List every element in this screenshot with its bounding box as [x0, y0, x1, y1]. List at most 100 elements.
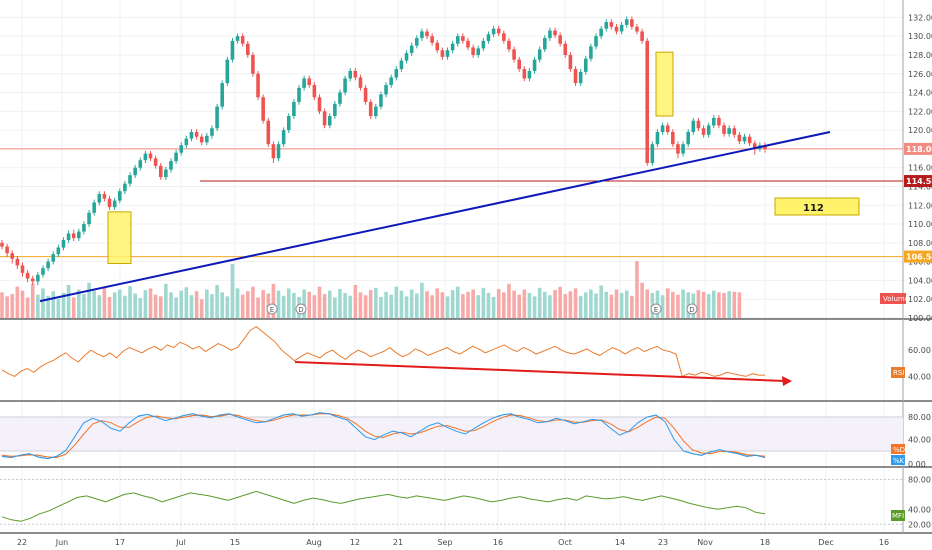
stoch-tick-label: 0.00	[908, 460, 926, 469]
candle-body	[215, 106, 219, 129]
candle-body	[537, 49, 542, 60]
candle-body	[56, 247, 61, 255]
volume-bar	[517, 294, 521, 318]
price-tick-label: 130.00	[908, 32, 932, 41]
volume-bar	[220, 292, 224, 318]
volume-bar	[522, 289, 527, 318]
volume-bar	[374, 287, 378, 318]
candle-body	[71, 233, 76, 239]
volume-bar	[430, 295, 434, 318]
volume-bar	[527, 292, 532, 318]
candle-body	[102, 194, 107, 199]
volume-bar	[215, 284, 219, 318]
event-marker[interactable]	[266, 303, 278, 315]
volume-bar	[512, 290, 516, 318]
price-tick-label: 124.00	[908, 89, 932, 98]
volume-bar	[20, 290, 25, 318]
candle-body	[0, 242, 4, 247]
candle-body	[384, 85, 388, 95]
volume-bar	[665, 288, 670, 318]
volume-bar	[414, 293, 419, 318]
candle-body	[660, 125, 665, 132]
candle-body	[430, 36, 434, 43]
candle-body	[92, 202, 96, 213]
candle-body	[461, 36, 465, 41]
badge-level-106-bg	[904, 250, 932, 263]
volume-bar	[61, 292, 66, 318]
volume-bar	[0, 292, 4, 318]
candle-body	[445, 50, 450, 57]
price-tick-label: 110.00	[908, 220, 932, 229]
badge-d-bg	[891, 455, 905, 465]
candle-body	[107, 198, 112, 208]
volume-bar	[51, 291, 56, 318]
volume-bar	[174, 297, 178, 318]
candle-body	[30, 278, 35, 282]
candle-body	[10, 253, 15, 259]
candle-body	[266, 120, 271, 145]
event-marker-label: E	[654, 306, 658, 314]
volume-bar	[455, 286, 460, 318]
volume-bar	[5, 296, 9, 318]
volume-bar	[251, 286, 255, 318]
volume-bar	[15, 286, 20, 318]
volume-bar	[302, 289, 306, 318]
price-tick-label: 120.00	[908, 126, 932, 135]
annotations[interactable]: 112 E D E D	[266, 197, 860, 315]
highlight-box-june[interactable]	[107, 211, 132, 265]
volume-bar	[66, 284, 71, 318]
volume-bar	[681, 289, 685, 318]
highlight-box-october[interactable]	[655, 51, 674, 117]
volume-bar	[246, 291, 250, 318]
candle-body	[681, 144, 685, 154]
volume-bar	[286, 288, 291, 318]
volume-bar	[179, 290, 184, 318]
badge-price-last-bg	[904, 142, 932, 155]
stoch-tick-label: 80.00	[908, 413, 931, 422]
event-marker[interactable]	[650, 303, 662, 315]
candle-body	[148, 153, 153, 159]
volume-bar	[624, 290, 629, 318]
trendline[interactable]	[39, 131, 831, 303]
candle-body	[112, 200, 117, 208]
candle-body	[327, 116, 332, 126]
candle-body	[604, 22, 609, 29]
stoch-tick-label: 40.00	[908, 436, 931, 445]
candle-body	[379, 94, 383, 107]
badge-k-bg	[891, 444, 905, 454]
candle-body	[491, 28, 496, 35]
candle-body	[481, 40, 486, 49]
volume-bar	[363, 295, 368, 318]
volume-bar	[322, 294, 327, 318]
time-tick-label: 21	[393, 538, 403, 547]
support-trendline[interactable]	[39, 131, 831, 303]
rsi-divergence-arrow[interactable]	[294, 361, 786, 382]
volume-bar	[256, 297, 260, 318]
volume-bar	[573, 288, 578, 318]
candle-body	[645, 40, 650, 164]
volume-bar	[148, 288, 153, 318]
candle-body	[87, 212, 91, 225]
time-tick-label: Oct	[558, 538, 572, 547]
annotation-112-box[interactable]	[774, 197, 860, 216]
candle-body	[517, 59, 521, 70]
candle-body	[496, 28, 501, 34]
candle-body	[425, 31, 429, 37]
candle-body	[676, 144, 680, 154]
volume-bar	[133, 293, 137, 318]
badges: 118.00 114.58 106.54 Volume RSI %D %K MFI	[880, 142, 932, 521]
candle-body	[307, 78, 312, 86]
highlight-boxes[interactable]	[107, 51, 674, 265]
volume-bar	[123, 295, 127, 318]
mfi-tick-label: 20.00	[908, 520, 931, 529]
mfi-line	[1, 490, 766, 522]
volume-bar	[706, 294, 711, 318]
event-marker[interactable]	[295, 303, 307, 315]
volume-bar	[481, 287, 486, 318]
event-marker[interactable]	[686, 303, 698, 315]
candle-body	[466, 40, 470, 48]
badge-rsi-bg	[891, 367, 905, 378]
volume-bar	[532, 296, 537, 318]
volume-bar	[445, 296, 450, 318]
